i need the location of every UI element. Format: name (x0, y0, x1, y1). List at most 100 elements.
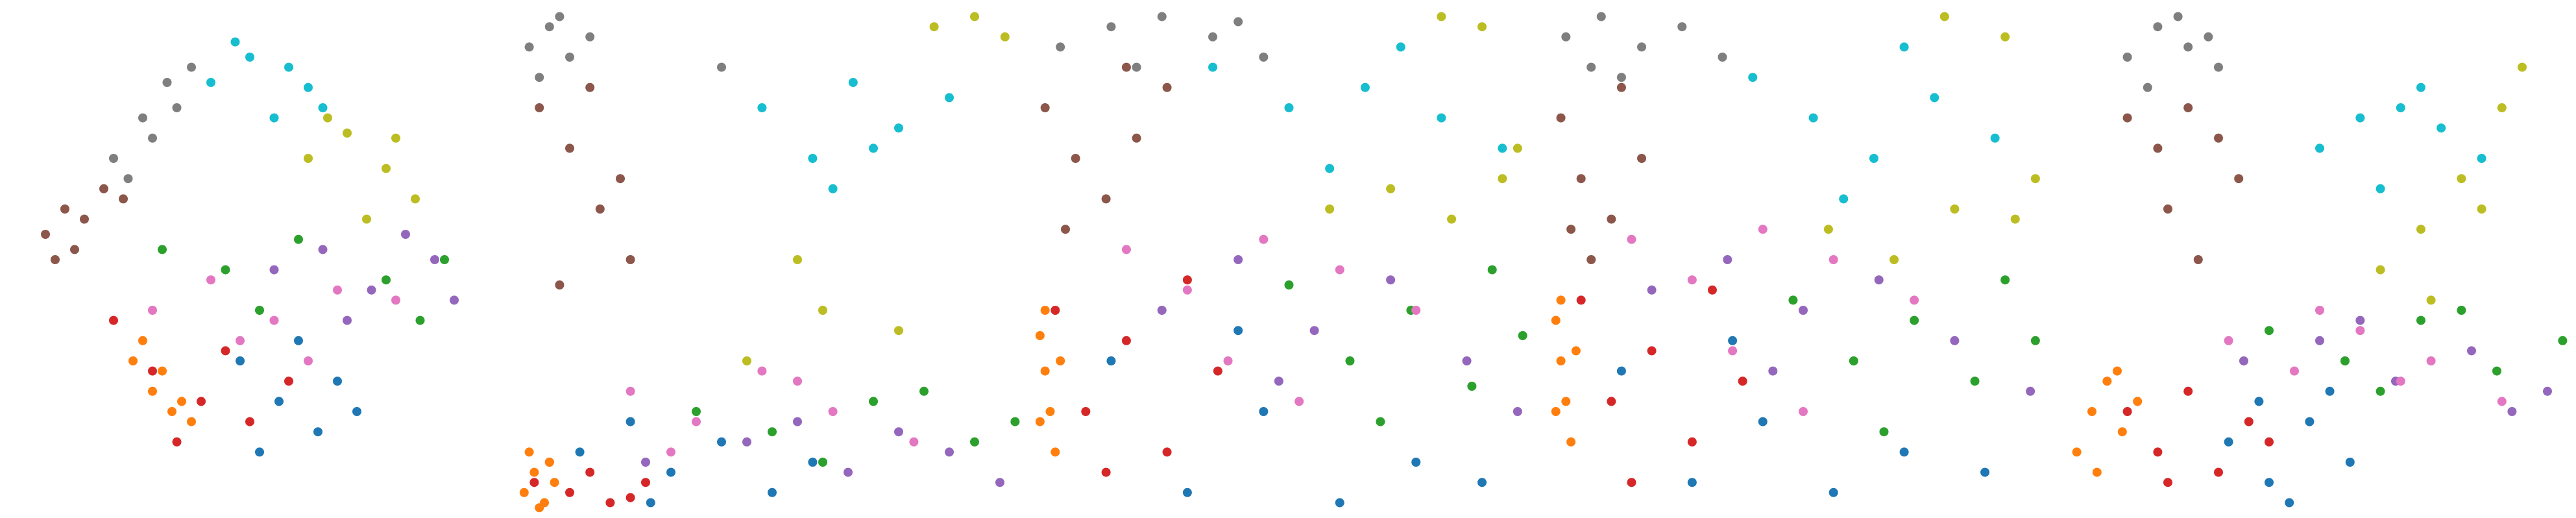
point (894, 326, 903, 336)
point (1556, 113, 1566, 123)
point (1788, 295, 1798, 305)
point (2183, 103, 2193, 112)
point (1576, 174, 1586, 184)
point (1040, 366, 1050, 376)
point (1325, 204, 1335, 214)
point (2376, 265, 2385, 275)
point (109, 315, 118, 325)
point (1566, 437, 1576, 447)
point (1259, 407, 1269, 416)
point (2457, 306, 2466, 315)
point (294, 336, 303, 345)
point (2340, 356, 2350, 365)
point (2087, 407, 2096, 416)
point (1101, 467, 1111, 477)
point (1518, 331, 1527, 340)
point (2543, 386, 2552, 396)
point (304, 356, 313, 365)
point (828, 184, 838, 193)
point (565, 143, 574, 153)
point (585, 32, 595, 42)
point (1259, 234, 1269, 244)
point (717, 62, 726, 72)
point (575, 447, 585, 457)
point (1467, 382, 1477, 391)
point (304, 154, 313, 163)
point (382, 164, 391, 173)
point (1294, 397, 1304, 406)
point (2204, 32, 2213, 42)
point (1728, 336, 1738, 345)
point (2214, 467, 2223, 477)
point (808, 154, 818, 163)
point (401, 230, 410, 239)
point (1182, 275, 1192, 285)
point (1707, 285, 1717, 295)
point (1325, 164, 1335, 173)
point (692, 407, 701, 416)
point (1035, 417, 1045, 426)
point (343, 129, 352, 138)
point (70, 245, 79, 254)
point (2234, 174, 2244, 184)
point (221, 346, 230, 356)
point (2092, 467, 2102, 477)
point (2224, 437, 2233, 447)
point (294, 234, 303, 244)
point (2102, 376, 2112, 386)
point (1396, 42, 1405, 52)
point (844, 467, 853, 477)
point (2117, 427, 2127, 437)
point (524, 447, 534, 457)
point (1687, 437, 1697, 447)
point (793, 417, 802, 426)
point (1687, 275, 1697, 285)
point (187, 62, 196, 72)
point (1748, 73, 1758, 82)
point (605, 498, 615, 508)
point (304, 82, 313, 92)
point (1950, 336, 1960, 345)
point (1566, 225, 1576, 234)
point (1551, 407, 1561, 416)
point (2153, 22, 2163, 32)
point (1586, 255, 1596, 264)
point (1182, 487, 1192, 497)
point (1556, 356, 1566, 365)
point (626, 493, 635, 502)
point (1208, 32, 1218, 42)
point (1561, 32, 1571, 42)
point (2315, 336, 2324, 345)
point (1647, 346, 1657, 356)
point (2224, 336, 2233, 345)
point (128, 356, 138, 365)
point (2244, 417, 2254, 426)
point (318, 103, 328, 112)
point (2355, 113, 2365, 123)
point (60, 204, 69, 214)
point (2426, 356, 2436, 365)
point (162, 78, 172, 87)
point (2122, 53, 2132, 62)
point (1259, 53, 1269, 62)
point (158, 366, 167, 376)
point (1607, 397, 1616, 406)
point (1758, 225, 1768, 234)
point (1309, 326, 1319, 336)
point (1386, 184, 1396, 193)
point (757, 366, 767, 376)
point (1477, 22, 1487, 32)
point (411, 194, 420, 204)
point (2239, 356, 2248, 365)
point (2030, 174, 2040, 184)
point (2497, 397, 2507, 406)
point (197, 397, 206, 406)
point (1808, 113, 1818, 123)
point (2497, 103, 2507, 112)
point (1000, 32, 1010, 42)
point (626, 386, 635, 396)
point (148, 306, 157, 315)
point (641, 458, 650, 467)
point (1738, 376, 1747, 386)
point (1498, 174, 1507, 184)
